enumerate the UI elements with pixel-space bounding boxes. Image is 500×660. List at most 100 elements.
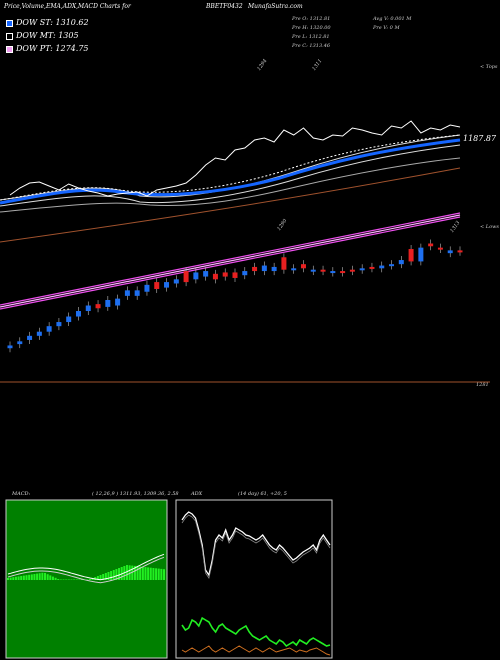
- macd-bar: [30, 574, 33, 580]
- macd-bar: [33, 574, 36, 580]
- short-ema-line: [0, 138, 461, 205]
- legend-dow-mt: DOW MT: 1305: [6, 31, 79, 40]
- macd-bar: [112, 570, 115, 580]
- macd-bar: [133, 565, 136, 580]
- candle: [75, 311, 81, 317]
- candle: [154, 282, 160, 289]
- adx-plus-di: [181, 616, 331, 648]
- chart-title: Price,Volume,EMA,ADX,MACD Charts for: [4, 3, 131, 10]
- candle: [281, 257, 287, 270]
- macd-bar: [81, 579, 84, 580]
- macd-bar: [131, 565, 134, 580]
- macd-histogram: [7, 565, 165, 580]
- macd-bar: [118, 568, 121, 580]
- candle: [261, 265, 267, 272]
- candle: [242, 271, 248, 276]
- macd-bar: [41, 572, 44, 580]
- macd-bar: [62, 579, 65, 580]
- candle: [183, 271, 189, 283]
- macd-bar: [75, 579, 78, 580]
- prev-volume: Pre V: 0 M: [373, 25, 400, 31]
- macd-bar: [59, 579, 62, 580]
- candle: [173, 279, 179, 284]
- candle: [340, 271, 346, 274]
- macd-bar: [123, 566, 126, 580]
- candle: [46, 326, 52, 332]
- macd-bar: [149, 567, 152, 580]
- candle: [56, 322, 62, 327]
- macd-bar: [157, 568, 160, 580]
- macd-signal-line: [7, 556, 165, 584]
- macd-bar: [7, 578, 9, 580]
- candle: [310, 269, 316, 272]
- upper-band-2: [0, 144, 461, 207]
- macd-bar: [9, 577, 12, 580]
- macd-bar: [46, 574, 49, 580]
- dashed-line: [0, 134, 461, 201]
- macd-bar: [86, 579, 89, 580]
- candle: [428, 243, 434, 247]
- candle: [85, 305, 91, 312]
- candle: [232, 272, 238, 278]
- macd-bar: [110, 571, 113, 580]
- macd-label: MACD:: [12, 491, 31, 497]
- macd-bar: [49, 575, 52, 580]
- adx-params: (14 day) 61, +20, 5: [238, 491, 287, 497]
- macd-bar: [14, 576, 17, 580]
- macd-bar: [36, 573, 39, 580]
- macd-bar: [28, 574, 31, 580]
- macd-bar: [22, 575, 25, 580]
- candle: [66, 316, 72, 323]
- symbol-label: BBETF0432: [206, 3, 243, 10]
- macd-line: [7, 553, 165, 581]
- macd-panel-bg: [5, 499, 168, 659]
- ohlc-close: Pre C: 1313.46: [292, 43, 331, 49]
- macd-bar: [94, 577, 97, 580]
- macd-bar: [139, 566, 142, 580]
- candle: [271, 266, 277, 272]
- candle: [124, 290, 130, 296]
- legend-dow-pt: DOW PT: 1274.75: [6, 44, 89, 53]
- candle: [95, 304, 101, 309]
- candle: [408, 249, 414, 262]
- candle: [203, 271, 209, 277]
- macd-bar: [160, 568, 163, 580]
- ohlc-low: Pre L: 1312.81: [292, 34, 330, 40]
- candle: [320, 269, 326, 272]
- macd-bar: [67, 579, 70, 580]
- macd-bar: [144, 567, 147, 580]
- macd-bar: [51, 576, 54, 580]
- macd-bar: [152, 568, 155, 580]
- macd-bar: [115, 569, 118, 580]
- macd-bar: [107, 572, 110, 580]
- macd-bar: [65, 579, 68, 580]
- ohlc-open: Pre O: 1312.81: [292, 16, 331, 22]
- candle: [27, 335, 33, 340]
- level-1187: 1187.87: [463, 134, 497, 143]
- candle: [349, 269, 355, 272]
- macd-params: ( 12,26,9 ) 1311.93, 1309.36, 2.58: [92, 491, 179, 497]
- candle: [144, 284, 150, 292]
- macd-bar: [88, 579, 91, 580]
- macd-bar: [155, 568, 158, 580]
- candle: [447, 250, 453, 254]
- candle: [418, 247, 424, 262]
- macd-bar: [102, 574, 105, 580]
- price-chart: [0, 120, 490, 383]
- macd-bar: [141, 566, 144, 580]
- candle: [252, 266, 258, 272]
- tops-label: < Tops: [480, 64, 498, 70]
- macd-bar: [12, 577, 15, 580]
- macd-bar: [83, 579, 86, 580]
- macd-bar: [128, 565, 131, 580]
- macd-bar: [17, 576, 20, 580]
- candle: [389, 264, 395, 267]
- candle: [212, 273, 218, 280]
- legend-dow-st: DOW ST: 1310.62: [6, 18, 89, 27]
- candle: [359, 268, 365, 271]
- macd-bar: [57, 579, 60, 580]
- macd-bar: [147, 567, 150, 580]
- avg-volume: Avg V: 0.001 M: [373, 16, 412, 22]
- legend-swatch-black: [6, 32, 13, 40]
- macd-bar: [78, 579, 81, 580]
